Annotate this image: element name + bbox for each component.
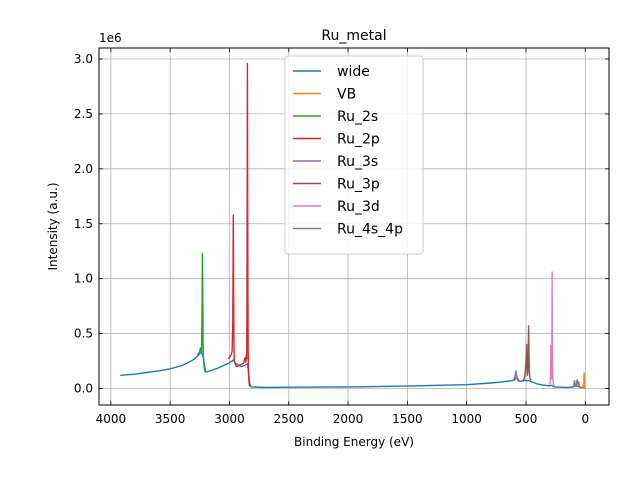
legend-entry: Ru_2s [337, 109, 378, 125]
x-tick-label: 2500 [273, 412, 304, 426]
chart-title: Ru_metal [321, 28, 386, 44]
x-tick-label: 1500 [392, 412, 423, 426]
y-tick-label: 2.5 [74, 107, 93, 121]
x-tick-label: 1000 [451, 412, 482, 426]
legend-entry: Ru_3s [337, 154, 378, 170]
y-tick-label: 1.5 [74, 217, 93, 231]
x-tick-label: 3000 [214, 412, 245, 426]
y-axis-offset-label: 1e6 [99, 31, 122, 45]
x-tick-label: 3500 [155, 412, 186, 426]
series-line-ru-3s [512, 370, 520, 382]
series-line-ru-2s [196, 252, 206, 373]
legend: wide VB Ru_2s Ru_2p Ru_3s Ru_3p Ru_3d Ru_4s_4p [284, 55, 424, 255]
legend-entry: Ru_3d [337, 199, 380, 215]
legend-entry: VB [337, 87, 356, 103]
series-line-ru-3d [548, 271, 555, 387]
legend-entry: Ru_3p [337, 177, 380, 193]
y-axis-label: Intensity (a.u.) [46, 183, 60, 271]
series-line-wide [120, 351, 586, 389]
series-line-ru-3p [521, 325, 532, 382]
series-lines [120, 62, 586, 389]
legend-entry: wide [337, 64, 370, 80]
y-tick-label: 1.0 [74, 272, 93, 286]
series-line-ru-2p [227, 62, 251, 387]
x-tick-label: 4000 [96, 412, 127, 426]
y-tick-label: 0.5 [74, 327, 93, 341]
legend-entry: Ru_2p [337, 132, 380, 148]
x-axis-label: Binding Energy (eV) [294, 435, 414, 449]
x-tick-label: 2000 [333, 412, 364, 426]
legend-box [284, 55, 424, 255]
axis-ticks: 4000 3500 3000 2500 2000 1500 1000 500 0 0.0 0.5 1.… [74, 48, 609, 426]
legend-entry: Ru_4s_4p [337, 222, 403, 238]
x-tick-label: 0 [581, 412, 589, 426]
y-tick-label: 3.0 [74, 52, 93, 66]
y-tick-label: 0.0 [74, 382, 93, 396]
series-line-vb [581, 372, 586, 389]
plot-frame [98, 47, 610, 406]
x-tick-label: 500 [515, 412, 538, 426]
series-line-ru-4s-4p [571, 379, 582, 389]
y-tick-label: 2.0 [74, 162, 93, 176]
